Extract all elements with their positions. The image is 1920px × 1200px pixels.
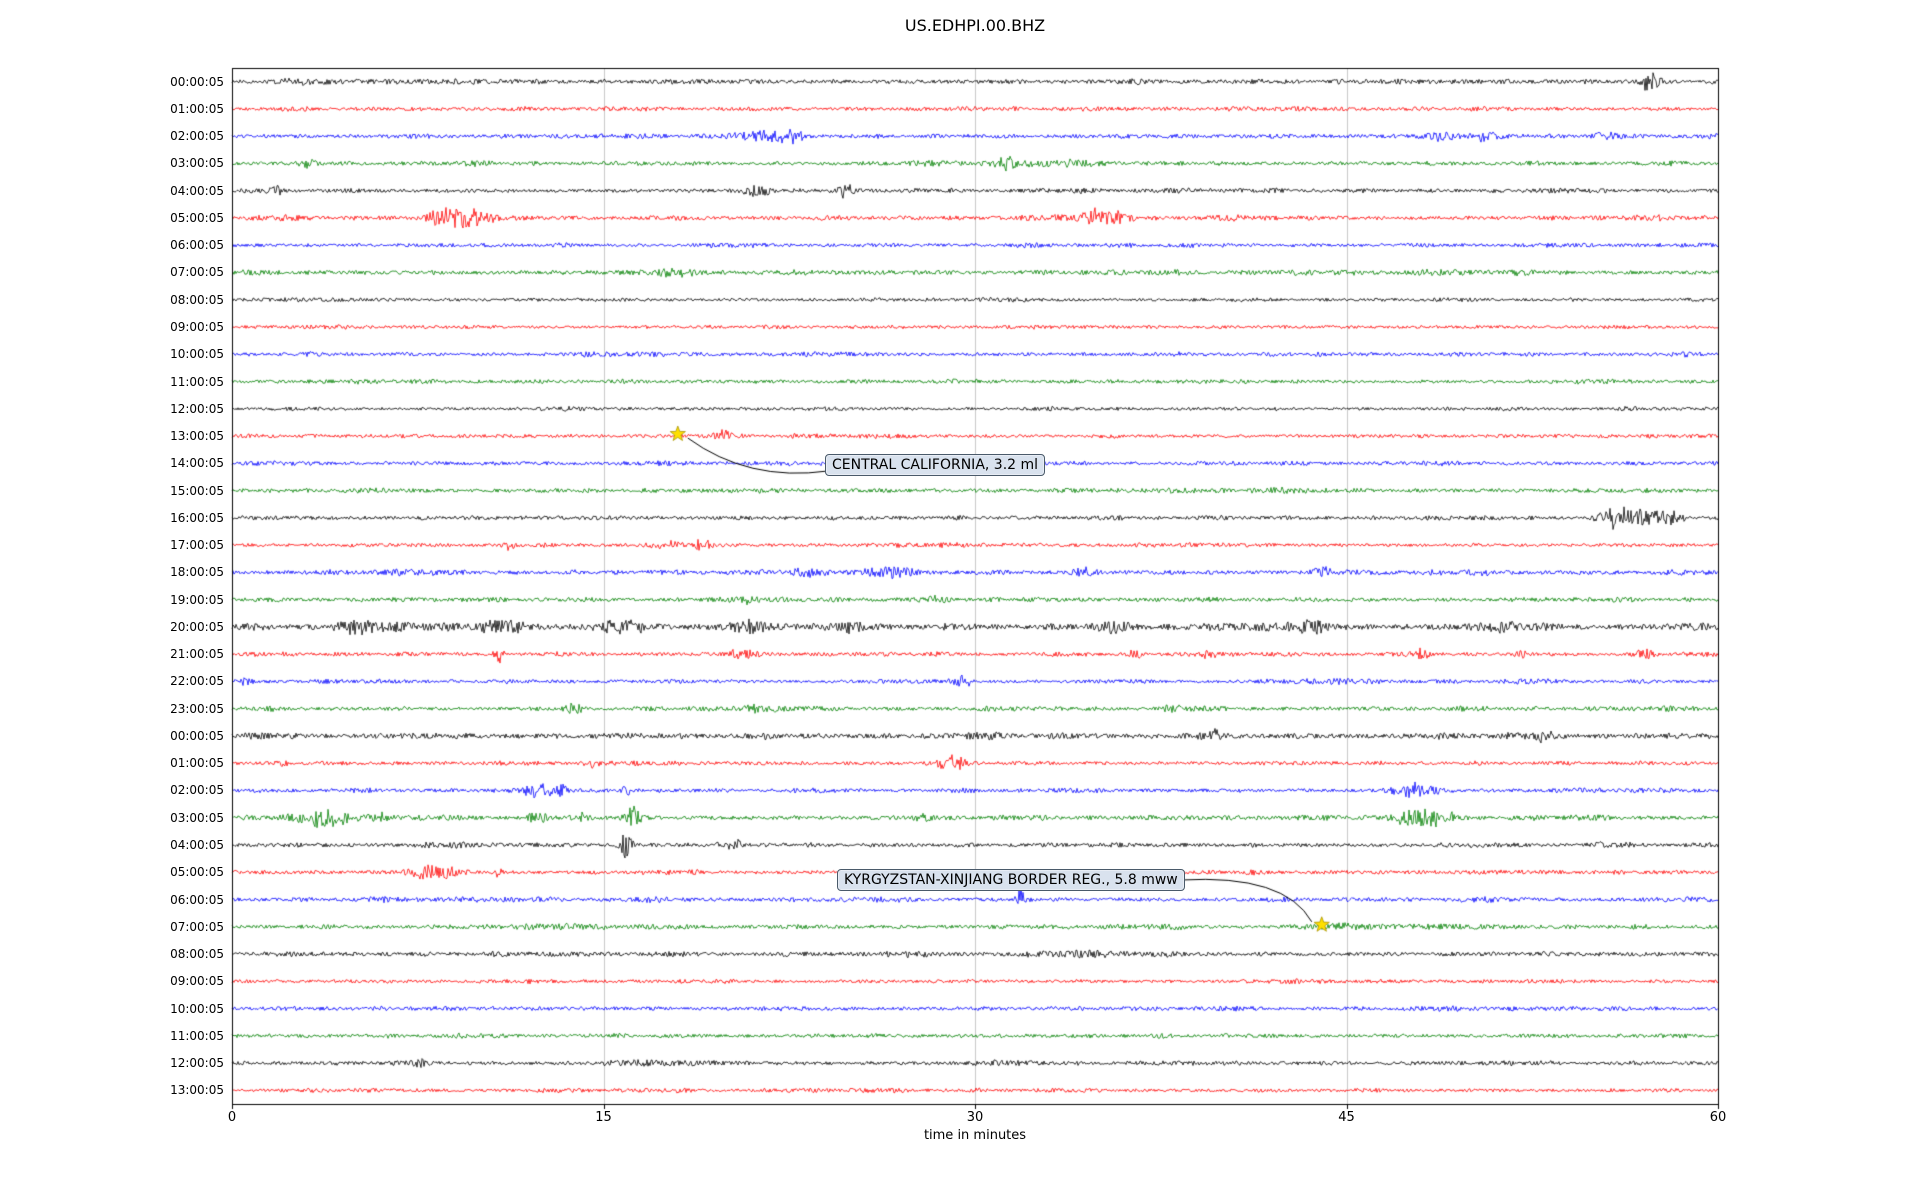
trace-row-label: 23:00:05 xyxy=(170,701,224,716)
trace-row-label: 18:00:05 xyxy=(170,565,224,580)
x-tick-label: 45 xyxy=(1338,1110,1355,1125)
trace-row-label: 02:00:05 xyxy=(170,783,224,798)
trace-row-label: 12:00:05 xyxy=(170,401,224,416)
trace-row-label: 07:00:05 xyxy=(170,265,224,280)
trace-row-label: 16:00:05 xyxy=(170,510,224,525)
trace-row-label: 19:00:05 xyxy=(170,592,224,607)
trace-row-label: 07:00:05 xyxy=(170,919,224,934)
trace-row-label: 09:00:05 xyxy=(170,320,224,334)
trace-row-label: 03:00:05 xyxy=(170,810,224,825)
trace-row-label: 05:00:05 xyxy=(170,210,224,225)
trace-row-label: 09:00:05 xyxy=(170,974,224,989)
x-tick-label: 0 xyxy=(227,1110,237,1125)
trace-row-label: 13:00:05 xyxy=(170,429,224,444)
x-tick-label: 30 xyxy=(966,1110,984,1125)
x-axis-label: time in minutes xyxy=(923,1128,1027,1143)
trace-row-label: 00:00:05 xyxy=(170,74,224,89)
trace-row-label: 11:00:05 xyxy=(170,374,224,389)
trace-row-label: 08:00:05 xyxy=(170,947,224,962)
trace-row-label: 03:00:05 xyxy=(170,156,224,171)
trace-row-label: 20:00:05 xyxy=(170,619,224,634)
trace-row-label: 00:00:05 xyxy=(170,728,224,743)
trace-row-label: 10:00:05 xyxy=(170,347,224,362)
trace-row-label: 11:00:05 xyxy=(170,1028,224,1043)
trace-row-label: 01:00:05 xyxy=(170,756,224,771)
x-tick-label: 15 xyxy=(595,1110,612,1125)
trace-row-label: 21:00:05 xyxy=(170,647,224,662)
event-annotation-central-california: CENTRAL CALIFORNIA, 3.2 ml xyxy=(825,454,1046,476)
trace-row-label: 22:00:05 xyxy=(170,674,224,689)
trace-row-label: 17:00:05 xyxy=(170,538,224,553)
trace-row-label: 04:00:05 xyxy=(170,183,224,198)
trace-row-label: 05:00:05 xyxy=(170,865,224,880)
trace-row-label: 06:00:05 xyxy=(170,238,224,253)
trace-row-label: 02:00:05 xyxy=(170,129,224,144)
trace-row-label: 12:00:05 xyxy=(170,1056,224,1071)
x-tick-label: 60 xyxy=(1709,1110,1727,1125)
trace-row-label: 14:00:05 xyxy=(170,456,224,471)
trace-row-label: 04:00:05 xyxy=(170,838,224,852)
event-annotation-kyrgyzstan-xinjiang: KYRGYZSTAN-XINJIANG BORDER REG., 5.8 mww xyxy=(837,869,1185,891)
trace-row-label: 08:00:05 xyxy=(170,292,224,307)
trace-row-label: 13:00:05 xyxy=(170,1083,224,1098)
trace-row-label: 15:00:05 xyxy=(170,483,224,498)
trace-row-label: 06:00:05 xyxy=(170,892,224,907)
trace-row-label: 01:00:05 xyxy=(170,101,224,116)
trace-row-label: 10:00:05 xyxy=(170,1001,224,1016)
chart-title: US.EDHPI.00.BHZ xyxy=(904,16,1046,35)
